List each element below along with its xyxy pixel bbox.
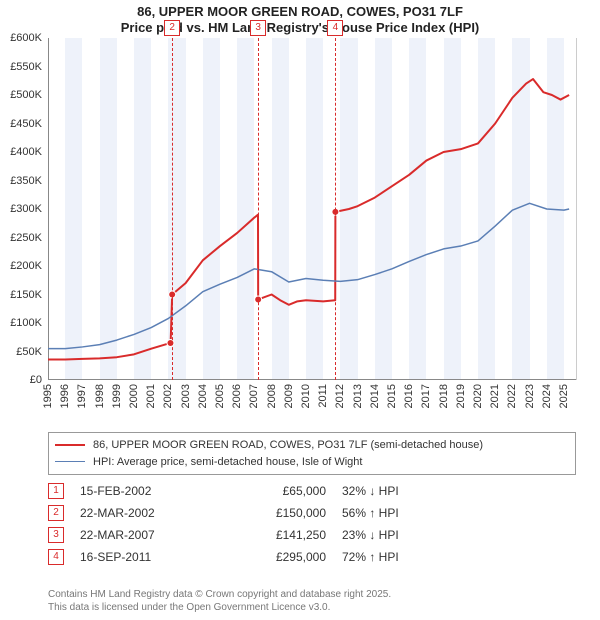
event-badge: 3 [250, 20, 266, 36]
series-svg [48, 38, 576, 380]
y-tick-label: £200K [10, 260, 42, 272]
x-tick-label: 2019 [455, 384, 467, 408]
event-row-date: 16-SEP-2011 [80, 550, 200, 564]
x-tick-label: 2003 [180, 384, 192, 408]
event-row-badge: 4 [48, 549, 64, 565]
event-row-delta: 72% ↑ HPI [342, 550, 462, 564]
event-badge: 4 [327, 20, 343, 36]
x-tick-label: 2007 [248, 384, 260, 408]
y-tick-label: £350K [10, 175, 42, 187]
x-tick-label: 2022 [506, 384, 518, 408]
x-tick-label: 2012 [334, 384, 346, 408]
event-vertical-line [258, 38, 259, 380]
x-tick-label: 2016 [403, 384, 415, 408]
x-tick-label: 2010 [300, 384, 312, 408]
footer-line-1: Contains HM Land Registry data © Crown c… [48, 588, 576, 601]
event-row-price: £150,000 [216, 506, 326, 520]
x-tick-label: 1996 [59, 384, 71, 408]
event-row: 3 22-MAR-2007 £141,250 23% ↓ HPI [48, 524, 576, 546]
footer-attribution: Contains HM Land Registry data © Crown c… [48, 588, 576, 614]
x-tick-label: 1998 [94, 384, 106, 408]
chart-plot-area: 234 [48, 38, 576, 380]
legend-swatch-hpi [55, 461, 85, 462]
x-tick-label: 2000 [128, 384, 140, 408]
event-row-date: 22-MAR-2002 [80, 506, 200, 520]
y-tick-label: £550K [10, 61, 42, 73]
x-tick-label: 1999 [111, 384, 123, 408]
y-axis-labels: £0£50K£100K£150K£200K£250K£300K£350K£400… [0, 38, 46, 380]
event-row: 4 16-SEP-2011 £295,000 72% ↑ HPI [48, 546, 576, 568]
x-tick-label: 2021 [489, 384, 501, 408]
x-tick-label: 2024 [541, 384, 553, 408]
title-line-2: Price paid vs. HM Land Registry's House … [0, 20, 600, 36]
event-row-badge: 1 [48, 483, 64, 499]
y-tick-label: £250K [10, 232, 42, 244]
series-line-hpi [48, 203, 569, 348]
event-row-delta: 56% ↑ HPI [342, 506, 462, 520]
y-tick-label: £50K [16, 346, 42, 358]
y-tick-label: £150K [10, 289, 42, 301]
title-line-1: 86, UPPER MOOR GREEN ROAD, COWES, PO31 7… [0, 4, 600, 20]
y-tick-label: £600K [10, 32, 42, 44]
x-tick-label: 1995 [42, 384, 54, 408]
legend-label-price-paid: 86, UPPER MOOR GREEN ROAD, COWES, PO31 7… [93, 437, 483, 454]
x-tick-label: 2006 [231, 384, 243, 408]
legend-box: 86, UPPER MOOR GREEN ROAD, COWES, PO31 7… [48, 432, 576, 475]
x-tick-label: 2015 [386, 384, 398, 408]
x-tick-label: 2020 [472, 384, 484, 408]
event-vertical-line [335, 38, 336, 380]
x-tick-label: 2025 [558, 384, 570, 408]
y-tick-label: £450K [10, 118, 42, 130]
x-tick-label: 2004 [197, 384, 209, 408]
x-tick-label: 2008 [266, 384, 278, 408]
x-tick-label: 2009 [283, 384, 295, 408]
events-table: 1 15-FEB-2002 £65,000 32% ↓ HPI 2 22-MAR-2002… [48, 480, 576, 568]
event-row: 2 22-MAR-2002 £150,000 56% ↑ HPI [48, 502, 576, 524]
event-row-price: £295,000 [216, 550, 326, 564]
chart-title-block: 86, UPPER MOOR GREEN ROAD, COWES, PO31 7… [0, 0, 600, 37]
x-axis-labels: 1995199619971998199920002001200220032004… [48, 384, 576, 428]
event-row-badge: 3 [48, 527, 64, 543]
y-tick-label: £500K [10, 89, 42, 101]
footer-line-2: This data is licensed under the Open Gov… [48, 601, 576, 614]
event-row-badge: 2 [48, 505, 64, 521]
x-tick-label: 2014 [369, 384, 381, 408]
x-tick-label: 2011 [317, 384, 329, 408]
x-tick-label: 2001 [145, 384, 157, 408]
y-tick-label: £300K [10, 203, 42, 215]
legend-label-hpi: HPI: Average price, semi-detached house,… [93, 454, 362, 471]
y-tick-label: £0 [30, 374, 42, 386]
event-row: 1 15-FEB-2002 £65,000 32% ↓ HPI [48, 480, 576, 502]
legend-row-price-paid: 86, UPPER MOOR GREEN ROAD, COWES, PO31 7… [55, 437, 569, 454]
x-tick-label: 1997 [76, 384, 88, 408]
y-tick-label: £400K [10, 146, 42, 158]
x-tick-label: 2002 [162, 384, 174, 408]
event-row-date: 22-MAR-2007 [80, 528, 200, 542]
x-tick-label: 2017 [420, 384, 432, 408]
series-line-price_paid [48, 79, 569, 359]
event-badge: 2 [164, 20, 180, 36]
event-row-delta: 23% ↓ HPI [342, 528, 462, 542]
event-vertical-line [172, 38, 173, 380]
legend-swatch-price-paid [55, 444, 85, 446]
x-tick-label: 2013 [352, 384, 364, 408]
y-tick-label: £100K [10, 317, 42, 329]
x-tick-label: 2005 [214, 384, 226, 408]
plot-background: 234 [48, 38, 577, 380]
event-row-delta: 32% ↓ HPI [342, 484, 462, 498]
event-row-date: 15-FEB-2002 [80, 484, 200, 498]
legend-row-hpi: HPI: Average price, semi-detached house,… [55, 454, 569, 471]
x-tick-label: 2023 [524, 384, 536, 408]
event-row-price: £141,250 [216, 528, 326, 542]
x-tick-label: 2018 [438, 384, 450, 408]
event-row-price: £65,000 [216, 484, 326, 498]
